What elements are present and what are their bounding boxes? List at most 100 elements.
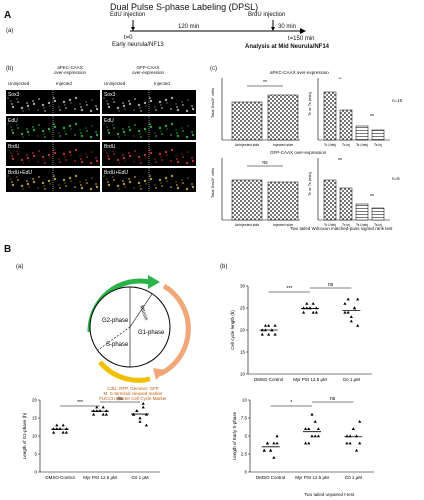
- injected-label-left: Injected: [56, 81, 72, 86]
- scatter-tick-label: 15: [32, 416, 38, 421]
- scatter-tick-label: 25: [240, 306, 246, 311]
- scatter-point: [55, 427, 59, 430]
- panel-B-footnote: Two tailed unpaired t-test: [304, 492, 355, 497]
- scatter-point: [101, 412, 105, 416]
- sig-label: ***: [286, 286, 292, 292]
- bar-ylabel: Total Sox3+ cells: [210, 168, 215, 198]
- scatter-point: [356, 297, 360, 301]
- micro-panel-sox3-apkc: Sox3: [6, 90, 100, 114]
- tcts-bar-3: [371, 207, 385, 221]
- analysis-label: Analysis at Mid Neurula/NF14: [245, 44, 330, 50]
- scatter-point: [104, 409, 108, 412]
- scatter-point: [316, 427, 320, 430]
- scatter-point: [144, 423, 148, 427]
- scatter-tick-label: 30: [240, 284, 246, 289]
- scatter-point: [343, 302, 347, 305]
- scatter-point: [313, 420, 317, 423]
- scatter-point: [267, 324, 271, 327]
- scatter-tick-label: 5: [244, 434, 247, 439]
- scatter-point: [265, 441, 270, 445]
- sig-label: *: [290, 400, 292, 406]
- scatter-tick-label: 10: [32, 434, 38, 439]
- scatter-point: [346, 297, 350, 301]
- bar-0: [231, 179, 263, 221]
- scatter-category-label: Myr PSI 12.5 μM: [295, 475, 329, 480]
- sig-label: ns: [117, 396, 123, 402]
- tcts-bar-0: [323, 91, 337, 141]
- scatter-category-label: Gö 1 μM: [343, 377, 361, 382]
- gfp-header: GFP-CAAX over-expression: [131, 65, 164, 75]
- panel-b-sub: (b): [6, 66, 14, 72]
- tcts-bar-3: [371, 129, 385, 141]
- dpsl-title: Dual Pulse S-phase Labeling (DPSL): [110, 2, 259, 12]
- panel-B-sub-b: (b): [220, 264, 228, 270]
- scatter-point: [351, 427, 355, 430]
- micro-label: BrdU: [8, 144, 20, 150]
- edu-injection-label: EdU injection: [110, 12, 146, 18]
- cell-cycle-diagram: G2-phase S-phase G1-phase Mitosis: [87, 275, 191, 383]
- scatter-point: [275, 441, 279, 445]
- scatter-point: [310, 412, 314, 416]
- micro-panel-brdu-edu-apkc: BrdU+EdU: [6, 168, 100, 192]
- micro-panel-edu-gfp: EdU: [102, 116, 196, 140]
- tcts-xlabel: Tc Inj: [342, 143, 350, 147]
- scatter-tick-label: 0: [244, 470, 247, 475]
- timeline-arrowhead: [300, 28, 306, 34]
- scatter-point: [352, 306, 357, 310]
- scatter-point: [138, 416, 142, 420]
- svg-text:ns: ns: [338, 156, 342, 161]
- sig-label: ns: [328, 282, 334, 288]
- gap-120-label: 120 min: [178, 24, 200, 30]
- tcts-bar-1: [339, 109, 353, 141]
- bar-0: [231, 101, 263, 141]
- scatter-point: [348, 441, 352, 445]
- phase-s: S-phase: [106, 342, 129, 348]
- scatter-point: [135, 409, 139, 412]
- scatter-tick-label: 7.5: [241, 416, 248, 421]
- scatter-point: [92, 412, 96, 416]
- svg-text:ns: ns: [370, 192, 374, 197]
- scatter-point: [61, 430, 65, 434]
- tcts-xlabel: Tc Uninj: [324, 223, 336, 227]
- scatter-tick-label: 15: [240, 350, 246, 355]
- scatter-point: [313, 434, 317, 438]
- scatter-category-label: DMSO Control: [254, 377, 283, 382]
- tcts-xlabel: Tc Inj: [342, 223, 350, 227]
- scatter-point: [307, 427, 311, 430]
- scatter-point: [273, 324, 277, 327]
- micro-panel-sox3-gfp: Sox3: [102, 90, 196, 114]
- scatter-category-label: DMSO Control: [45, 475, 74, 480]
- sig-label: ns: [330, 396, 336, 402]
- scatter-tick-label: 5: [34, 452, 37, 457]
- micro-label: BrdU+EdU: [104, 170, 129, 176]
- t0-label: t=0: [124, 35, 133, 41]
- scatter-point: [64, 430, 68, 434]
- scatter-point: [354, 448, 359, 452]
- n-top: n=15: [392, 98, 403, 103]
- micro-panel-brdu-edu-gfp: BrdU+EdU: [102, 168, 196, 192]
- uninjected-label-right: Uninjected: [104, 81, 126, 86]
- scatter-category-label: Gö 1 μM: [345, 475, 363, 480]
- scatter-point: [64, 427, 68, 430]
- tcts-ylabel: Tc or Ts (min): [307, 171, 312, 196]
- scatter-point: [356, 324, 360, 327]
- scatter-point: [314, 310, 318, 314]
- panel-c-sub: (c): [210, 66, 217, 72]
- panel-c-charts: Total Sox3+ cells Uninjected side Injected…: [210, 76, 390, 227]
- bottom-chart-title: GFP-CAAX over-expression: [270, 150, 327, 155]
- tcts-bar-2: [355, 203, 369, 221]
- scatter-category-label: Gö 1 μM: [131, 475, 149, 480]
- scatter-tick-label: 10: [242, 398, 248, 403]
- tcts-xlabel: Ts Uninj: [356, 143, 368, 147]
- scatter-tick-label: 0: [34, 470, 37, 475]
- tcts-xlabel: Ts Inj: [374, 223, 382, 227]
- micro-label: Sox3: [8, 92, 20, 98]
- phase-g1: G1-phase: [138, 330, 165, 336]
- phase-g2: G2-phase: [102, 318, 129, 324]
- fucci-legend: Cdt1: RFP, Geminin: GFP M: C-terminal cl…: [99, 386, 167, 401]
- yellow-arc: [98, 360, 151, 383]
- scatter-point: [311, 302, 315, 305]
- scatter-point: [275, 434, 279, 438]
- tcts-xlabel: Ts Uninj: [356, 223, 368, 227]
